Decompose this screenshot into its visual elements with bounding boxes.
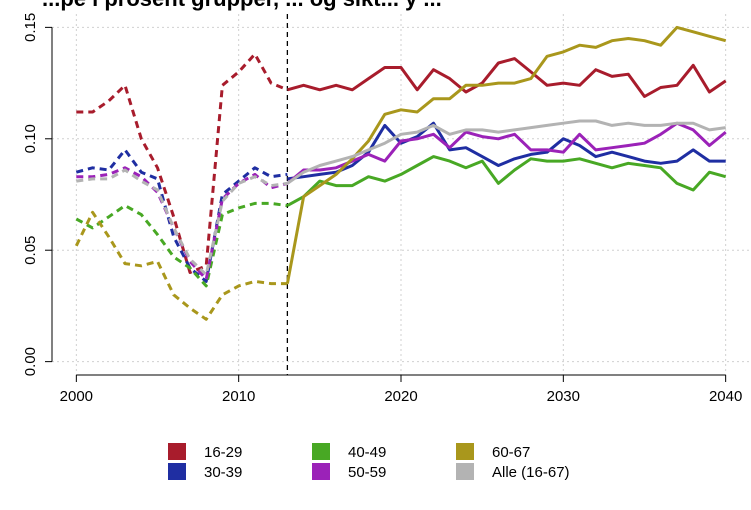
- x-tick-label: 2020: [384, 388, 417, 405]
- y-tick-label: 0.15: [22, 13, 39, 42]
- axes: 2000 2010 2020 2030 2040 0.00 0.05 0.10 0.15: [22, 13, 742, 405]
- legend-label-60-67: 60-67: [492, 444, 530, 461]
- y-tick-label: 0.05: [22, 236, 39, 265]
- legend-swatch-60-67: [456, 443, 474, 460]
- legend-label-16-29: 16-29: [204, 444, 242, 461]
- x-tick-label: 2000: [60, 388, 93, 405]
- y-tick-label: 0.00: [22, 347, 39, 376]
- legend: 16-29 30-39 40-49 50-59 60-67 Alle (16-67): [168, 443, 570, 481]
- series-historical-line-30-39: [75, 148, 288, 283]
- legend-swatch-30-39: [168, 463, 186, 480]
- x-tick-label: 2010: [222, 388, 255, 405]
- x-tick-label: 2040: [709, 388, 742, 405]
- series-historical-line-50-59: [76, 166, 288, 281]
- series-projection-line-60-67: [285, 25, 727, 284]
- legend-swatch-40-49: [312, 443, 330, 460]
- chart-title: ...pe i prosent grupper, ... og sikt... …: [42, 0, 442, 11]
- series-lines: [74, 25, 727, 321]
- legend-swatch-16-29: [168, 443, 186, 460]
- series-projection-line-16-29: [286, 57, 727, 98]
- series-projection-line-alle-16-67: [286, 119, 726, 185]
- legend-swatch-50-59: [312, 463, 330, 480]
- series-historical-line-alle-16-67: [76, 168, 288, 277]
- legend-label-40-49: 40-49: [348, 444, 386, 461]
- y-tick-label: 0.10: [22, 124, 39, 153]
- legend-label-50-59: 50-59: [348, 464, 386, 481]
- legend-label-alle-16-67: Alle (16-67): [492, 464, 570, 481]
- series-historical-line-16-29: [76, 52, 288, 274]
- series-historical-line-40-49: [75, 201, 288, 288]
- legend-swatch-alle-16-67: [456, 463, 474, 480]
- series-historical-line-60-67: [74, 210, 288, 321]
- legend-label-30-39: 30-39: [204, 464, 242, 481]
- series-projection-line-50-59: [286, 121, 727, 185]
- series-projection-line-40-49: [286, 155, 727, 207]
- x-tick-label: 2030: [547, 388, 580, 405]
